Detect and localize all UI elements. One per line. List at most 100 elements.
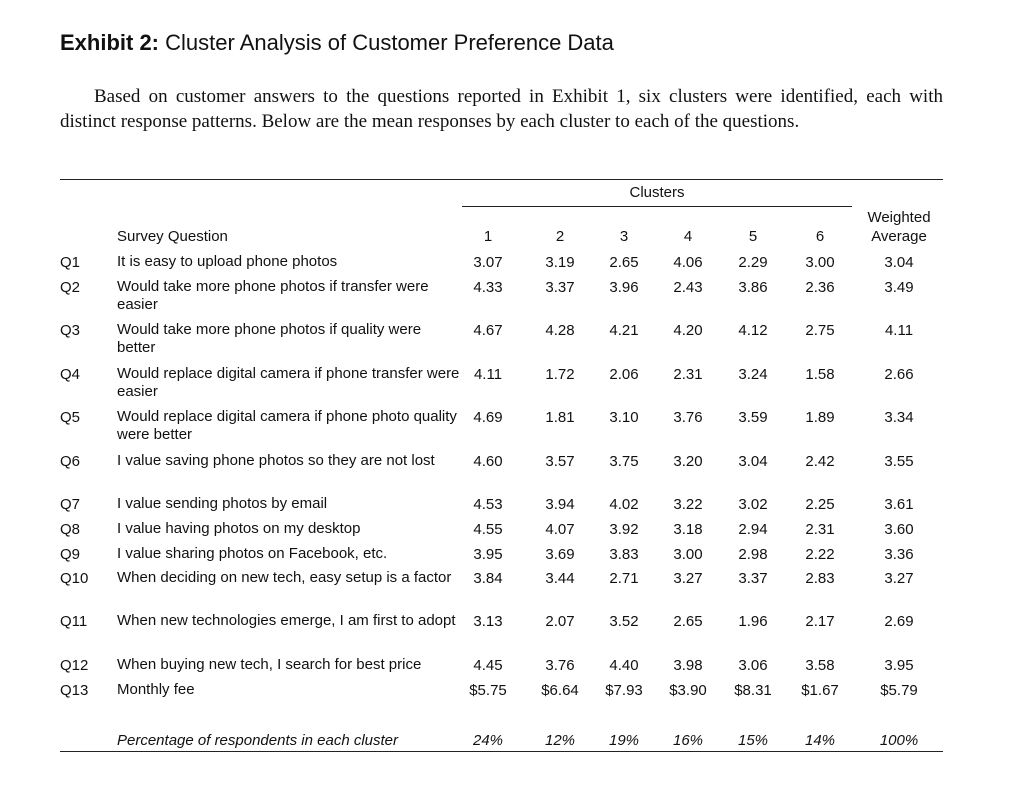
cluster-6-value: 2.22 (805, 546, 835, 563)
cluster-1-value: 3.13 (473, 613, 503, 630)
question-id: Q6 (60, 453, 81, 470)
exhibit-label: Exhibit 2: (60, 30, 160, 55)
cluster-3-value: 3.96 (609, 279, 639, 296)
cluster-header-4: 4 (683, 228, 693, 245)
cluster-6-value: 2.42 (805, 453, 835, 470)
table-bottom-rule (60, 751, 943, 752)
cluster-6-value: 1.58 (805, 366, 835, 383)
cluster-4-value: 3.76 (673, 409, 703, 426)
weighted-average-value: $5.79 (880, 682, 918, 699)
cluster-4-value: 2.43 (673, 279, 703, 296)
question-text: Would replace digital camera if phone ph… (117, 408, 457, 443)
weighted-average-value: 3.61 (884, 496, 914, 513)
cluster-6-value: 2.83 (805, 570, 835, 587)
cluster-4-value: 2.31 (673, 366, 703, 383)
cluster-header-2: 2 (555, 228, 565, 245)
cluster-header-6: 6 (815, 228, 825, 245)
cluster-1-value: 3.07 (473, 254, 503, 271)
footer-pct-4: 16% (672, 732, 704, 749)
cluster-6-value: 3.00 (805, 254, 835, 271)
footer-label: Percentage of respondents in each cluste… (117, 732, 399, 749)
question-text: Would take more phone photos if transfer… (117, 278, 429, 313)
cluster-5-value: 4.12 (738, 322, 768, 339)
question-id: Q5 (60, 409, 81, 426)
question-id: Q11 (60, 613, 88, 630)
footer-pct-2: 12% (544, 732, 576, 749)
cluster-1-value: 3.84 (473, 570, 503, 587)
cluster-2-value: 1.72 (545, 366, 575, 383)
weighted-average-value: 3.27 (884, 570, 914, 587)
cluster-3-value: 3.92 (609, 521, 639, 538)
cluster-6-value: 2.36 (805, 279, 835, 296)
weighted-header-line2: Average (871, 228, 927, 245)
cluster-5-value: 2.94 (738, 521, 768, 538)
cluster-1-value: 4.53 (473, 496, 503, 513)
cluster-4-value: 3.22 (673, 496, 703, 513)
cluster-1-value: 4.60 (473, 453, 503, 470)
survey-question-header: Survey Question (117, 228, 228, 245)
cluster-5-value: 3.02 (738, 496, 768, 513)
cluster-4-value: 4.06 (673, 254, 703, 271)
footer-pct-5: 15% (737, 732, 769, 749)
cluster-5-value: 3.04 (738, 453, 768, 470)
question-id: Q10 (60, 570, 89, 587)
cluster-6-value: 3.58 (805, 657, 835, 674)
cluster-3-value: 2.71 (609, 570, 639, 587)
cluster-1-value: 4.69 (473, 409, 503, 426)
question-id: Q8 (60, 521, 81, 538)
question-text: I value saving phone photos so they are … (117, 452, 435, 469)
question-text: I value having photos on my desktop (117, 520, 361, 537)
exhibit-title-text: Cluster Analysis of Customer Preference … (165, 30, 614, 55)
question-id: Q7 (60, 496, 81, 513)
weighted-average-value: 3.95 (884, 657, 914, 674)
weighted-average-value: 3.04 (884, 254, 914, 271)
cluster-3-value: 2.65 (609, 254, 639, 271)
cluster-3-value: 2.06 (609, 366, 639, 383)
cluster-2-value: 3.19 (545, 254, 575, 271)
cluster-1-value: $5.75 (469, 682, 507, 699)
cluster-4-value: 3.20 (673, 453, 703, 470)
weighted-average-value: 4.11 (884, 322, 914, 339)
cluster-2-value: 3.37 (545, 279, 575, 296)
cluster-5-value: $8.31 (734, 682, 772, 699)
cluster-5-value: 3.37 (738, 570, 768, 587)
cluster-4-value: 3.98 (673, 657, 703, 674)
question-id: Q12 (60, 657, 89, 674)
cluster-3-value: 4.02 (609, 496, 639, 513)
cluster-header-1: 1 (483, 228, 493, 245)
footer-pct-3: 19% (608, 732, 640, 749)
cluster-3-value: 4.21 (609, 322, 639, 339)
cluster-1-value: 4.55 (473, 521, 503, 538)
weighted-average-value: 3.60 (884, 521, 914, 538)
cluster-1-value: 4.33 (473, 279, 503, 296)
question-text: Monthly fee (117, 681, 195, 698)
cluster-4-value: 4.20 (673, 322, 703, 339)
cluster-6-value: $1.67 (801, 682, 839, 699)
question-id: Q2 (60, 279, 81, 296)
weighted-header-line1: Weighted (867, 209, 931, 226)
cluster-2-value: 4.28 (545, 322, 575, 339)
cluster-1-value: 4.45 (473, 657, 503, 674)
cluster-5-value: 3.59 (738, 409, 768, 426)
question-text: It is easy to upload phone photos (117, 253, 338, 270)
cluster-6-value: 2.31 (805, 521, 835, 538)
clusters-header: Clusters (629, 184, 685, 201)
question-id: Q13 (60, 682, 89, 699)
cluster-4-value: 2.65 (673, 613, 703, 630)
cluster-5-value: 3.24 (738, 366, 768, 383)
weighted-average-value: 2.69 (884, 613, 914, 630)
cluster-1-value: 4.67 (473, 322, 503, 339)
cluster-6-value: 2.25 (805, 496, 835, 513)
cluster-3-value: $7.93 (605, 682, 643, 699)
cluster-2-value: 1.81 (545, 409, 575, 426)
cluster-6-value: 2.75 (805, 322, 835, 339)
cluster-2-value: 4.07 (545, 521, 575, 538)
intro-paragraph: Based on customer answers to the questio… (60, 86, 943, 132)
cluster-header-3: 3 (619, 228, 629, 245)
cluster-3-value: 3.75 (609, 453, 639, 470)
weighted-average-value: 3.49 (884, 279, 914, 296)
cluster-2-value: $6.64 (541, 682, 579, 699)
weighted-average-value: 3.34 (884, 409, 914, 426)
cluster-3-value: 4.40 (609, 657, 639, 674)
cluster-2-value: 3.76 (545, 657, 575, 674)
